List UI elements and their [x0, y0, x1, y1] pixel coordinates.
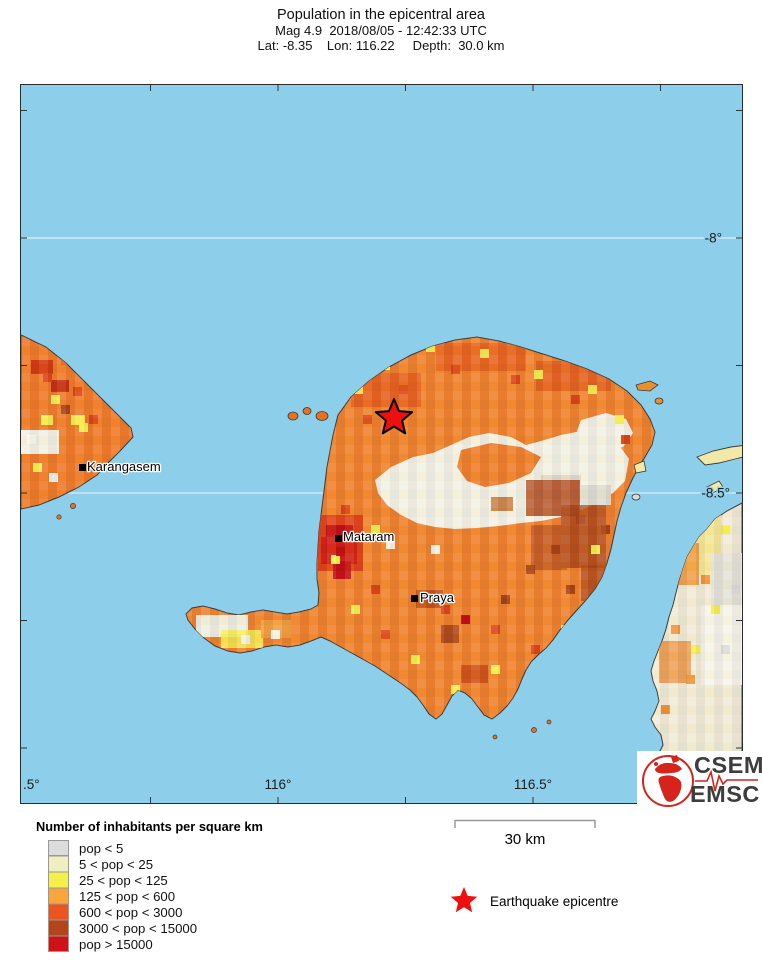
praya-marker [411, 595, 418, 602]
lon-label-115-5: .5° [23, 777, 40, 792]
map-frame: -8° -8.5° .5° 116° 116.5° Karangasem Mat… [20, 84, 762, 812]
lon-label-116: 116° [265, 777, 292, 792]
legend-row: 3000 < pop < 15000 [48, 920, 263, 936]
scale-bar: 30 km [454, 816, 596, 848]
emsc-logo: CSEM EMSC [637, 751, 762, 812]
legend-row: 125 < pop < 600 [48, 888, 263, 904]
legend-rows: pop < 5 5 < pop < 25 25 < pop < 125 125 … [48, 840, 263, 952]
legend-swatch-6 [48, 936, 69, 952]
logo-text-emsc: EMSC [690, 781, 760, 807]
epicentre-legend: Earthquake epicentre [449, 886, 618, 916]
gili-island [315, 411, 329, 421]
header: Population in the epicentral area Mag 4.… [0, 7, 762, 53]
legend-row: 600 < pop < 3000 [48, 904, 263, 920]
legend-row: 25 < pop < 125 [48, 872, 263, 888]
gili-island [287, 411, 299, 421]
south-islet [531, 727, 537, 733]
population-map: -8° -8.5° .5° 116° 116.5° Karangasem Mat… [21, 85, 742, 803]
map-location-line: Lat: -8.35 Lon: 116.22 Depth: 30.0 km [257, 38, 505, 53]
strait-islet [706, 480, 724, 494]
mataram-label: Mataram [343, 529, 394, 544]
bali-islet [56, 514, 62, 520]
scale-bar-label: 30 km [504, 831, 546, 848]
csem-globe-icon [642, 755, 758, 807]
seismogram-icon [695, 769, 758, 792]
legend-swatch-4 [48, 904, 69, 920]
strait-islet [631, 493, 641, 501]
legend-label-0: pop < 5 [79, 840, 124, 856]
mataram-marker [335, 535, 342, 542]
scale-bar-icon [454, 819, 596, 828]
legend-label-4: 600 < pop < 3000 [79, 904, 183, 920]
legend-swatch-5 [48, 920, 69, 936]
epicentre-star-icon [374, 398, 414, 435]
lon-label-116-5: 116.5° [514, 777, 552, 792]
ne-islet [635, 380, 659, 392]
legend-label-2: 25 < pop < 125 [79, 872, 168, 888]
logo-text-csem: CSEM [694, 752, 762, 778]
legend-row: pop < 5 [48, 840, 263, 856]
legend-swatch-3 [48, 888, 69, 904]
lat-label-minus8: -8° [705, 231, 722, 246]
south-islet [492, 734, 498, 740]
praya-label: Praya [420, 590, 455, 605]
epicentre-star-legend-icon [450, 887, 478, 913]
lat-label-minus8-5: -8.5° [701, 486, 730, 501]
legend-label-5: 3000 < pop < 15000 [79, 920, 198, 936]
strait-islet [633, 460, 647, 474]
karangasem-marker [79, 464, 86, 471]
strait-island-chain [696, 445, 742, 466]
legend-row: 5 < pop < 25 [48, 856, 263, 872]
legend-row: pop > 15000 [48, 936, 263, 952]
legend-label-1: 5 < pop < 25 [79, 856, 154, 872]
south-islet [546, 719, 552, 725]
gili-island [302, 407, 312, 415]
legend-label-6: pop > 15000 [79, 936, 153, 952]
karangasem-label: Karangasem [87, 459, 161, 474]
map-ticks [21, 85, 742, 803]
map-title: Population in the epicentral area [277, 7, 485, 23]
legend-swatch-1 [48, 856, 69, 872]
legend-swatch-0 [48, 840, 69, 856]
population-legend: Number of inhabitants per square km pop … [36, 819, 263, 952]
epicentre-legend-label: Earthquake epicentre [490, 893, 619, 909]
map-subtitle: Mag 4.9 2018/08/05 - 12:42:33 UTC [275, 23, 487, 38]
legend-title: Number of inhabitants per square km [36, 819, 263, 834]
ne-islet [654, 397, 664, 405]
legend-label-3: 125 < pop < 600 [79, 888, 176, 904]
legend-swatch-2 [48, 872, 69, 888]
bali-islet [70, 503, 76, 509]
